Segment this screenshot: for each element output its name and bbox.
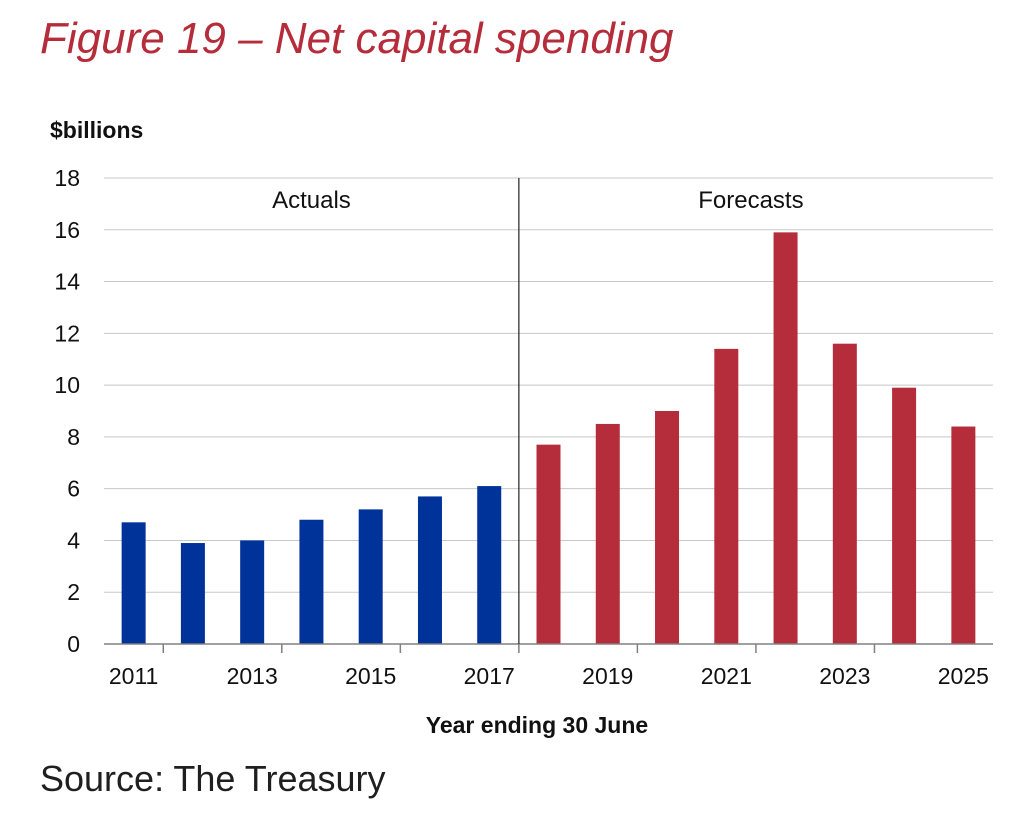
y-tick-label-18: 18 [54, 165, 80, 191]
bar-forecasts-2023 [832, 343, 857, 644]
y-tick-label-8: 8 [67, 424, 80, 450]
bars [121, 232, 976, 644]
annotation-actuals: Actuals [272, 187, 351, 214]
y-tick-label-16: 16 [54, 217, 80, 243]
x-tick-label-2023: 2023 [819, 663, 870, 689]
y-tick-label-10: 10 [54, 372, 80, 398]
bar-actuals-2017 [477, 486, 502, 644]
bar-actuals-2012 [180, 543, 205, 644]
y-tick-label-12: 12 [54, 320, 80, 346]
y-tick-label-0: 0 [67, 631, 80, 657]
bar-forecasts-2019 [595, 423, 620, 644]
figure-title: Figure 19 – Net capital spending [40, 14, 674, 63]
x-tick-label-2021: 2021 [701, 663, 752, 689]
bar-actuals-2016 [417, 496, 442, 644]
source-note: Source: The Treasury [40, 758, 386, 799]
bar-forecasts-2022 [773, 232, 798, 644]
y-tick-label-14: 14 [54, 269, 80, 295]
bar-forecasts-2025 [951, 426, 976, 644]
bar-forecasts-2021 [714, 348, 739, 644]
bar-forecasts-2020 [655, 411, 680, 644]
x-tick-label-2017: 2017 [464, 663, 515, 689]
x-axis-title: Year ending 30 June [426, 712, 648, 738]
bar-actuals-2014 [299, 519, 324, 644]
x-tick-label-2011: 2011 [109, 663, 158, 689]
annotation-forecasts: Forecasts [698, 187, 803, 214]
x-tick-label-2015: 2015 [345, 663, 396, 689]
y-axis-title: $billions [50, 117, 143, 143]
x-tick-label-2025: 2025 [938, 663, 989, 689]
bar-actuals-2011 [121, 522, 146, 644]
y-tick-label-4: 4 [67, 527, 80, 553]
x-tick-label-2019: 2019 [582, 663, 633, 689]
y-tick-label-6: 6 [67, 476, 80, 502]
y-tick-label-2: 2 [67, 579, 80, 605]
bar-actuals-2013 [240, 540, 265, 644]
labels: 0 2 4 6 8 10 12 14 16 18 2011 2013 2015 2017 2019 2021 2… [50, 117, 989, 738]
axes [104, 178, 993, 653]
bar-actuals-2015 [358, 509, 383, 644]
x-tick-label-2013: 2013 [227, 663, 278, 689]
bar-forecasts-2018 [536, 444, 561, 644]
bar-forecasts-2024 [892, 387, 917, 644]
